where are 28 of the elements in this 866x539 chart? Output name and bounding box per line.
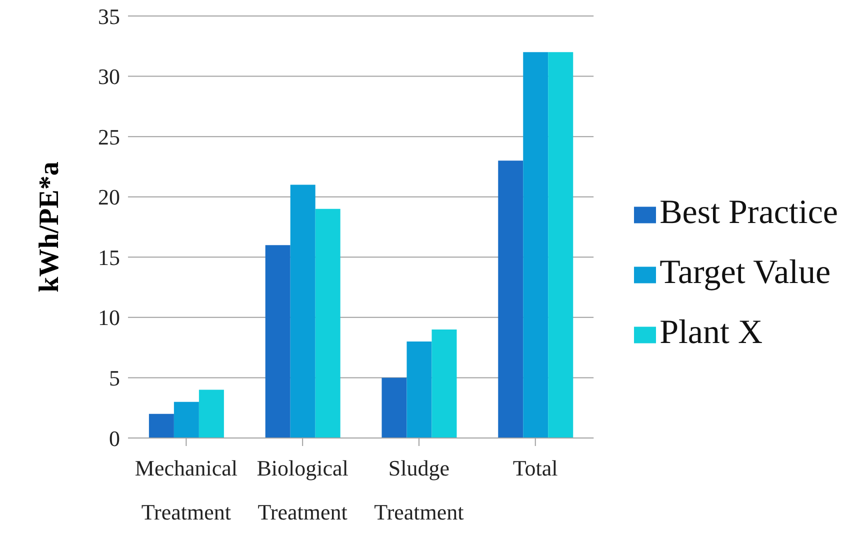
x-tick-label: Total <box>512 456 558 481</box>
y-tick-label: 5 <box>109 366 120 391</box>
bar <box>148 414 174 438</box>
legend-label: Best Practice <box>660 194 838 231</box>
bar <box>406 342 432 438</box>
bar <box>265 245 290 438</box>
x-tick-label: Sludge Treatment <box>374 456 464 525</box>
y-axis-title: kWh/PE*a <box>34 162 65 292</box>
bar <box>382 378 407 438</box>
bar <box>432 329 457 438</box>
bar <box>498 160 524 438</box>
y-tick-label: 20 <box>98 184 120 210</box>
bar <box>290 184 316 438</box>
y-tick-label: 25 <box>98 124 120 150</box>
bar <box>548 52 574 438</box>
bar <box>315 208 340 438</box>
x-tick-label: Mechanical Treatment <box>134 456 238 525</box>
y-tick-label: 35 <box>98 4 120 29</box>
x-tick-label: Biological Treatment <box>256 456 348 525</box>
y-tick-label: 15 <box>98 244 120 270</box>
bar <box>523 52 548 438</box>
bar <box>198 390 224 438</box>
y-tick-label: 30 <box>98 64 120 90</box>
bar <box>174 402 199 438</box>
y-tick-label: 0 <box>109 426 120 451</box>
legend-label: Plant X <box>660 314 763 351</box>
y-tick-label: 10 <box>98 305 120 330</box>
legend-label: Target Value <box>660 254 831 291</box>
